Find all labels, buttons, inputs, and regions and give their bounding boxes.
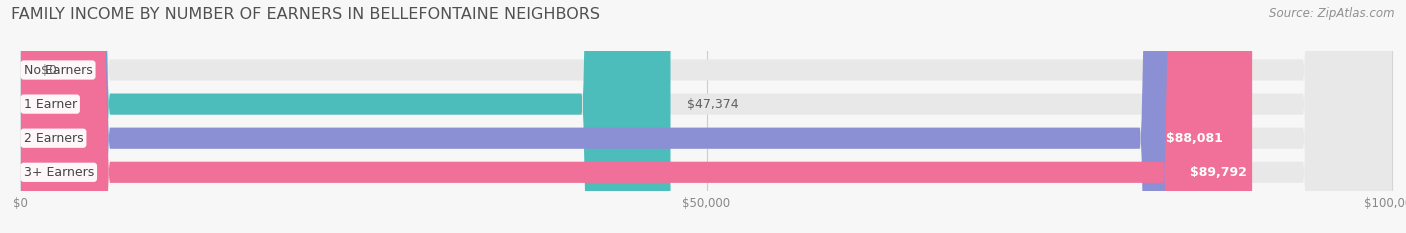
Text: $88,081: $88,081	[1167, 132, 1223, 145]
FancyBboxPatch shape	[21, 0, 1392, 233]
Text: No Earners: No Earners	[24, 64, 93, 76]
Text: $89,792: $89,792	[1189, 166, 1247, 179]
Text: Source: ZipAtlas.com: Source: ZipAtlas.com	[1270, 7, 1395, 20]
FancyBboxPatch shape	[21, 0, 1392, 233]
Text: $47,374: $47,374	[688, 98, 738, 111]
FancyBboxPatch shape	[21, 0, 1392, 233]
Text: 3+ Earners: 3+ Earners	[24, 166, 94, 179]
Text: $0: $0	[42, 64, 58, 76]
Text: 1 Earner: 1 Earner	[24, 98, 77, 111]
FancyBboxPatch shape	[21, 0, 1253, 233]
Text: 2 Earners: 2 Earners	[24, 132, 83, 145]
FancyBboxPatch shape	[21, 0, 671, 233]
FancyBboxPatch shape	[21, 0, 1229, 233]
Text: FAMILY INCOME BY NUMBER OF EARNERS IN BELLEFONTAINE NEIGHBORS: FAMILY INCOME BY NUMBER OF EARNERS IN BE…	[11, 7, 600, 22]
FancyBboxPatch shape	[21, 0, 1392, 233]
